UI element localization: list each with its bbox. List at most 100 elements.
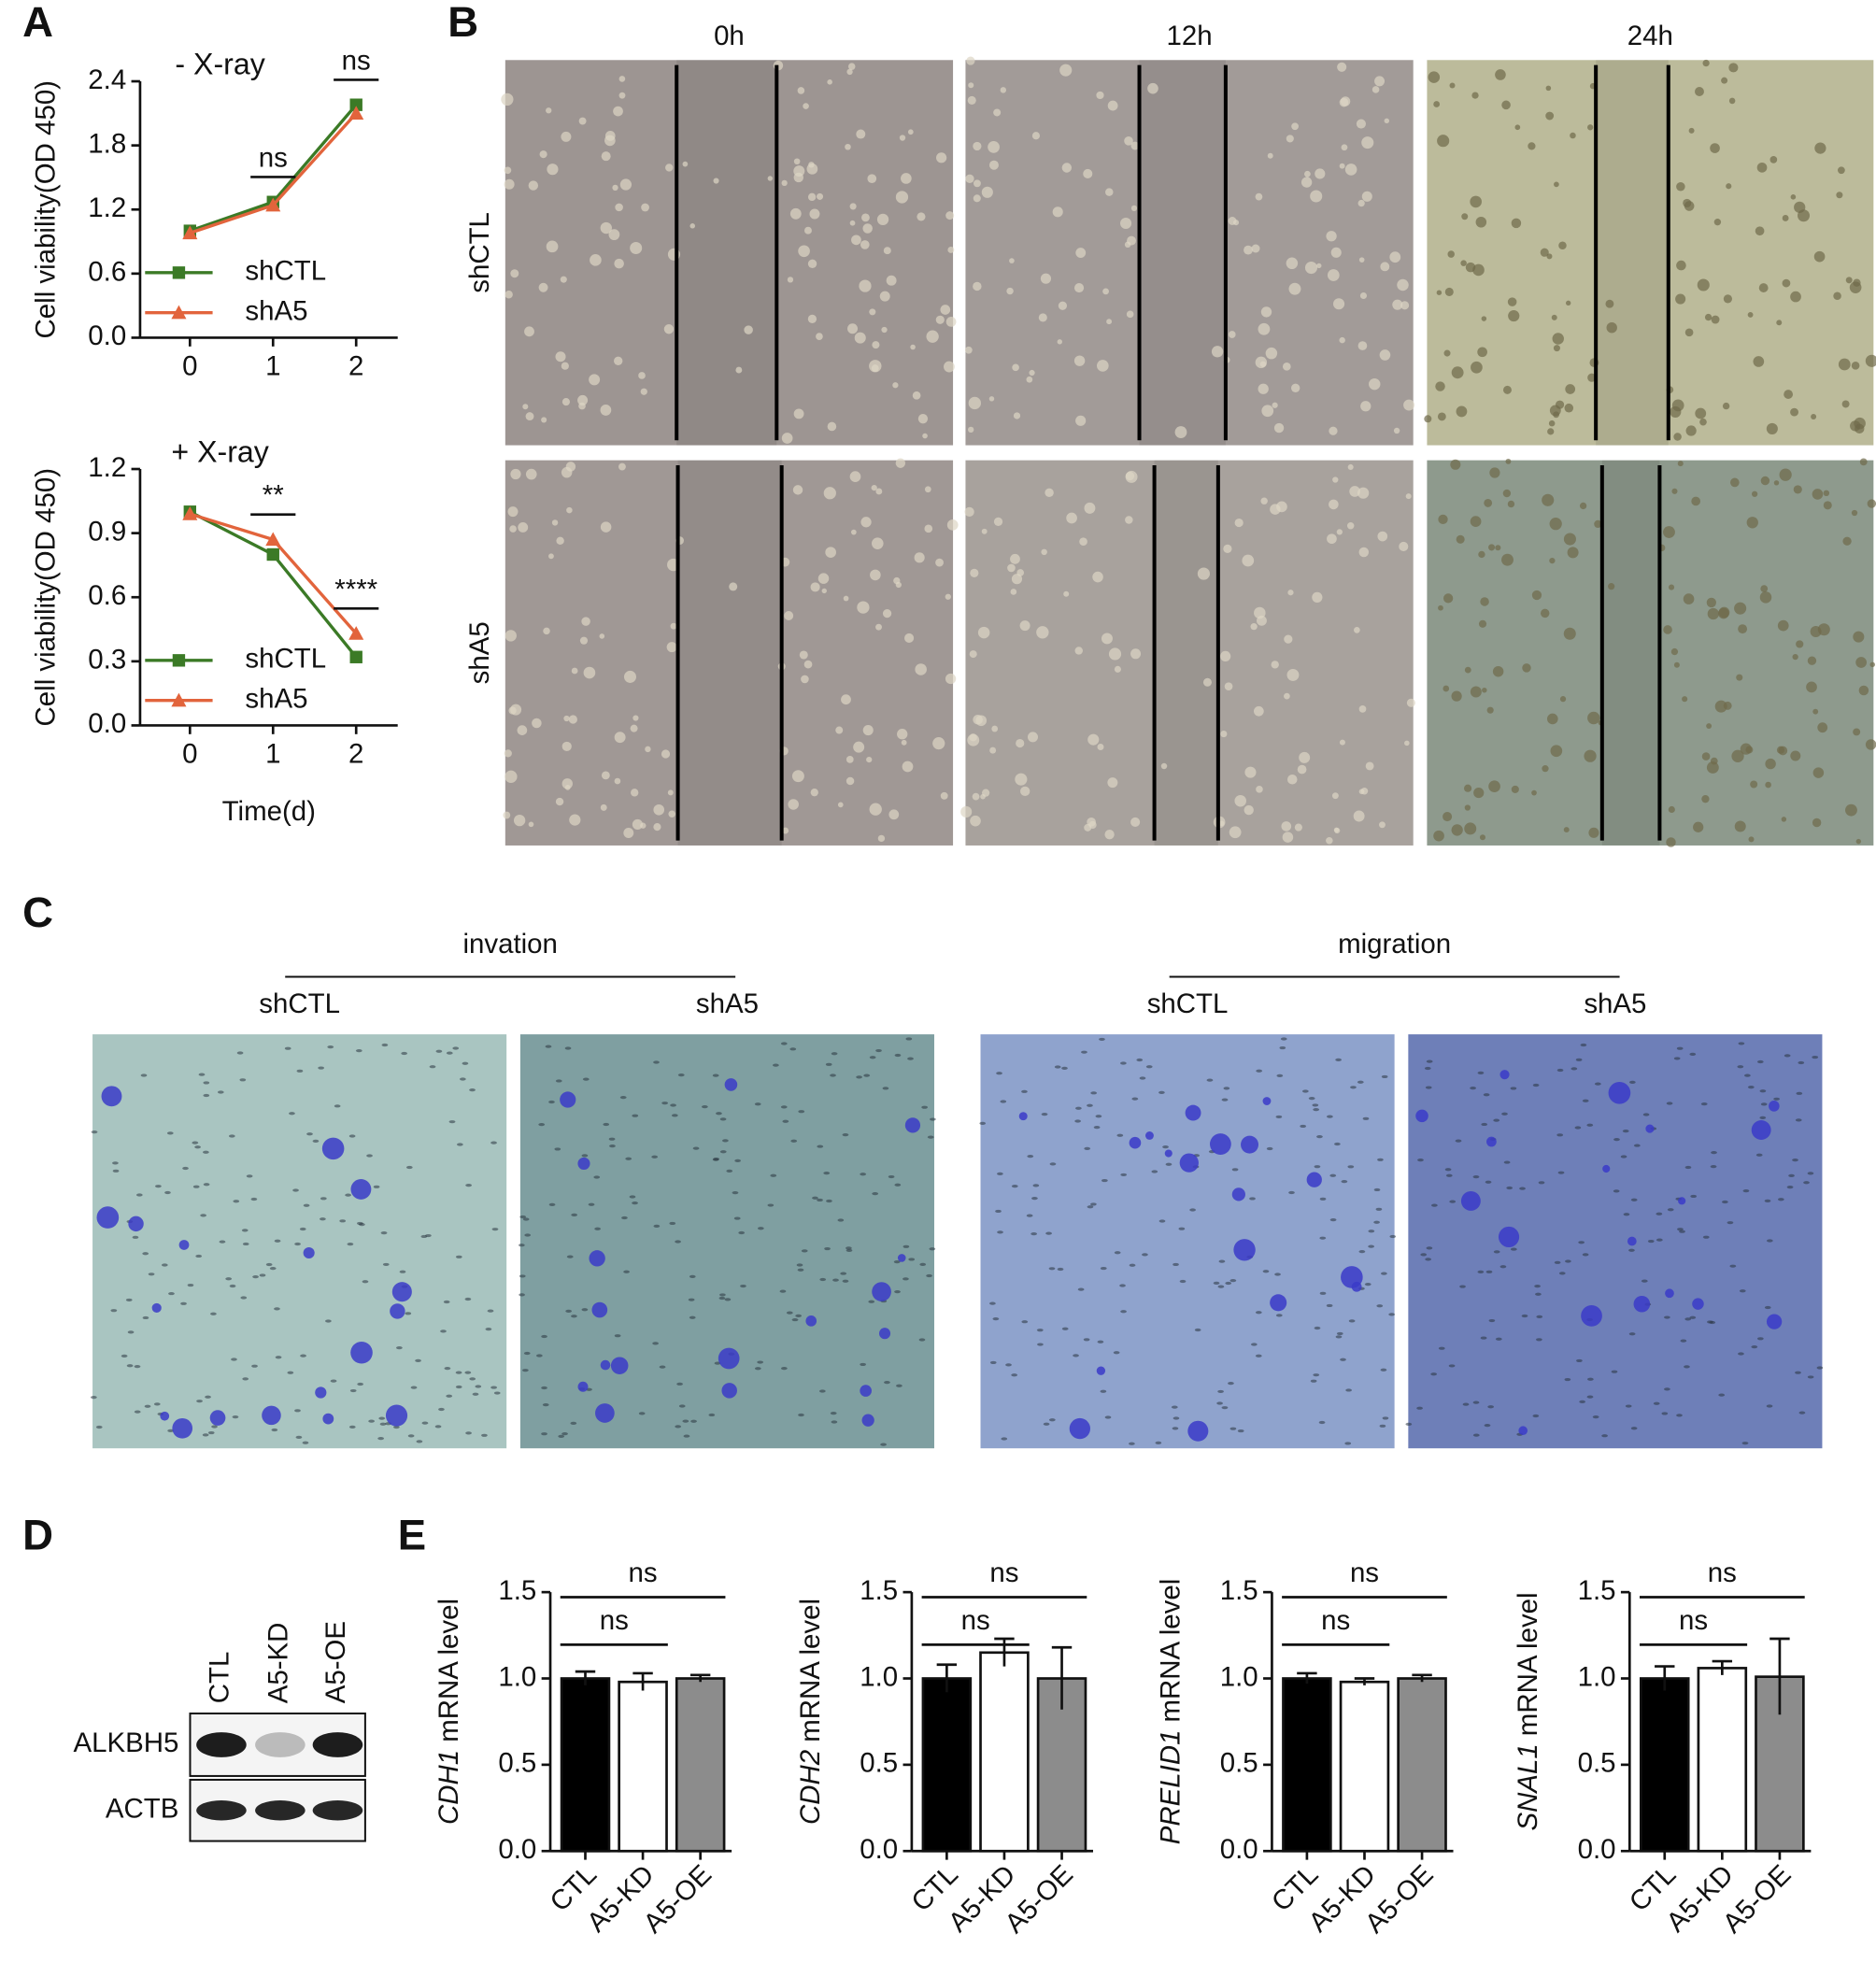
pore — [330, 1379, 337, 1383]
cell — [1747, 312, 1754, 318]
cell — [1223, 544, 1232, 553]
marker — [172, 266, 186, 279]
pore — [1005, 1363, 1012, 1367]
cell — [528, 180, 539, 191]
pore — [134, 1365, 141, 1369]
pore — [1477, 1071, 1485, 1074]
cell — [1105, 188, 1114, 196]
pore — [407, 1434, 415, 1438]
pore — [1099, 1037, 1105, 1042]
pore — [884, 1381, 890, 1385]
cell — [1865, 354, 1876, 367]
pore — [558, 1434, 565, 1438]
pore — [1377, 1158, 1384, 1161]
cell — [827, 421, 837, 432]
y-tick-label: 1.2 — [88, 192, 126, 223]
cell — [945, 211, 955, 220]
cell — [1823, 501, 1832, 510]
cell — [797, 87, 805, 94]
pore — [1256, 1069, 1263, 1073]
pore — [1100, 1266, 1107, 1271]
cell — [883, 247, 891, 255]
protein-label: ALKBH5 — [74, 1727, 179, 1758]
pore — [773, 1063, 779, 1067]
cell — [964, 506, 974, 518]
pore — [1101, 1178, 1108, 1183]
cell — [590, 254, 602, 266]
pore — [1628, 1332, 1636, 1336]
cell — [1329, 426, 1338, 435]
marker — [171, 692, 187, 707]
cell — [807, 314, 817, 323]
cell — [782, 827, 789, 834]
cell — [1286, 774, 1298, 785]
stained-cell — [1751, 1120, 1771, 1140]
pore — [1388, 1313, 1395, 1316]
cell — [1329, 499, 1339, 510]
pore — [1684, 1165, 1692, 1170]
pore — [167, 1429, 174, 1432]
pore — [306, 1132, 313, 1136]
cell — [859, 279, 872, 292]
pore — [653, 1060, 660, 1064]
stained-cell — [1233, 1239, 1256, 1261]
y-tick-label: 0.5 — [1578, 1748, 1616, 1779]
cell — [1291, 122, 1299, 131]
pore — [217, 1090, 224, 1094]
cell — [993, 517, 1003, 527]
cell — [1699, 418, 1707, 426]
cell — [781, 433, 793, 444]
pore — [1216, 1401, 1223, 1405]
cell — [1255, 192, 1263, 201]
cell — [1734, 820, 1746, 832]
cell — [1147, 82, 1158, 94]
pore — [1493, 1118, 1500, 1122]
stained-cell — [1608, 1081, 1631, 1104]
cell — [618, 462, 626, 471]
cell — [1565, 300, 1571, 306]
marker — [182, 225, 198, 240]
pore — [524, 1233, 532, 1237]
cell — [1242, 554, 1255, 567]
cell — [1546, 713, 1558, 725]
cell — [808, 162, 815, 168]
band — [312, 1732, 363, 1757]
cell — [1218, 820, 1225, 827]
pore — [1179, 1279, 1187, 1284]
cell — [1838, 166, 1845, 175]
stained-cell — [878, 1328, 891, 1340]
pore — [1558, 1272, 1566, 1275]
stained-cell — [1486, 1136, 1497, 1147]
stained-cell — [1498, 1226, 1520, 1248]
cell — [503, 811, 511, 819]
pore — [623, 1270, 630, 1273]
cell — [1405, 493, 1412, 500]
cell — [1671, 488, 1678, 494]
cell — [1531, 789, 1537, 796]
cell — [613, 106, 623, 117]
pore — [893, 1259, 901, 1264]
wound-gap — [677, 460, 782, 846]
micrograph — [505, 60, 954, 446]
pore — [724, 1298, 732, 1301]
cell — [546, 107, 552, 114]
pore — [225, 1277, 233, 1281]
pore — [770, 1173, 777, 1177]
stained-cell — [322, 1413, 334, 1425]
pore — [203, 1150, 209, 1154]
error-bar — [1297, 1671, 1317, 1685]
cell — [968, 82, 974, 89]
pore — [180, 1301, 187, 1305]
bar — [1282, 1677, 1332, 1853]
cell — [1470, 195, 1482, 208]
pore — [271, 1428, 278, 1432]
bar — [979, 1651, 1030, 1853]
pore — [366, 1154, 373, 1158]
pore — [719, 1150, 727, 1154]
pore — [677, 1073, 685, 1077]
pore — [410, 1386, 418, 1389]
cell — [614, 777, 621, 785]
cell — [1392, 299, 1403, 310]
stained-cell — [1262, 1097, 1272, 1105]
pore — [1120, 1173, 1128, 1177]
